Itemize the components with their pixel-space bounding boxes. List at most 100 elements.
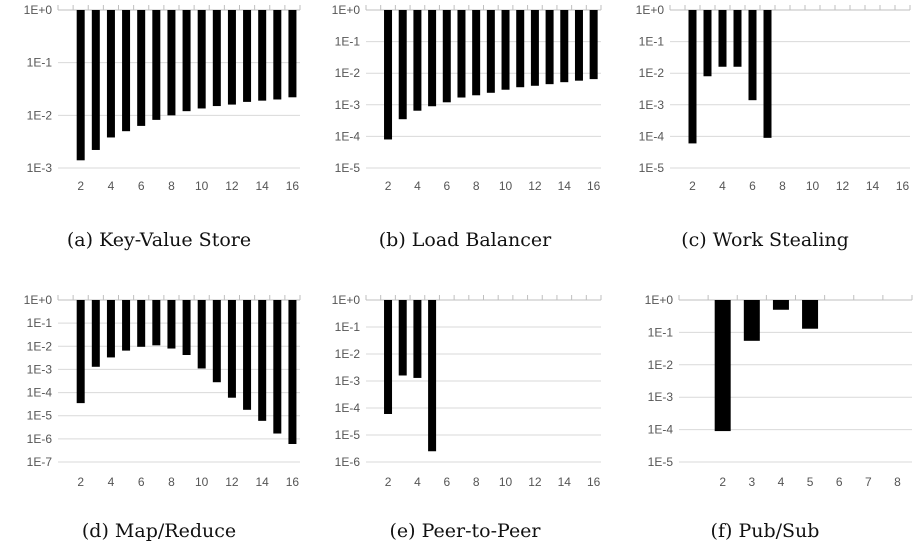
y-tick-label: 1E-1 xyxy=(27,316,53,330)
y-tick-label: 1E+0 xyxy=(645,293,674,307)
bar xyxy=(560,10,569,83)
x-tick-label: 10 xyxy=(806,179,820,193)
bar xyxy=(428,300,437,452)
bar xyxy=(122,300,131,351)
x-tick-label: 14 xyxy=(256,475,270,489)
x-tick-label: 6 xyxy=(749,179,756,193)
bar xyxy=(167,300,176,349)
chart-load-balancer: 1E+0 1E-1 1E-2 1E-3 1E-4 1E-5 2 4 6 8 10 12 14 16 xyxy=(332,3,602,193)
y-tick-label: 1E-1 xyxy=(335,320,361,334)
x-tick-label: 10 xyxy=(195,475,209,489)
x-tick-label: 8 xyxy=(168,179,175,193)
bar xyxy=(748,10,757,101)
y-tick-label: 1E-1 xyxy=(648,325,674,339)
x-tick-label: 2 xyxy=(77,475,84,489)
x-tick-label: 4 xyxy=(414,475,421,489)
x-tick-label: 6 xyxy=(443,475,450,489)
bar xyxy=(182,10,191,112)
x-tick-label: 4 xyxy=(108,179,115,193)
bar xyxy=(243,10,252,102)
bar xyxy=(91,10,100,150)
bar xyxy=(743,300,760,341)
x-tick-label: 12 xyxy=(225,179,239,193)
chart-peer-to-peer: 1E+0 1E-1 1E-2 1E-3 1E-4 1E-5 1E-6 2 4 6 8 10 12 14 16 xyxy=(332,293,602,489)
x-tick-label: 4 xyxy=(778,475,785,489)
bar xyxy=(273,10,282,100)
x-tick-label: 4 xyxy=(414,179,421,193)
bar xyxy=(733,10,742,67)
bar xyxy=(516,10,525,88)
y-tick-label: 1E-4 xyxy=(648,423,674,437)
bar xyxy=(501,10,510,90)
x-tick-label: 14 xyxy=(256,179,270,193)
x-tick-label: 3 xyxy=(748,475,755,489)
y-tick-label: 1E-3 xyxy=(648,390,674,404)
caption-load-balancer: (b) Load Balancer xyxy=(378,229,552,251)
caption-work-stealing: (c) Work Stealing xyxy=(681,229,849,251)
chart-map-reduce: 1E+0 1E-1 1E-2 1E-3 1E-4 1E-5 1E-6 1E-7 2 4 6 8 10 12… xyxy=(24,293,301,489)
bar xyxy=(530,10,539,86)
x-tick-label: 6 xyxy=(138,475,145,489)
y-tick-label: 1E-6 xyxy=(27,432,53,446)
bar xyxy=(288,300,297,444)
chart-key-value-store: 1E+0 1E-1 1E-2 1E-3 2 4 6 8 10 12 14 16 xyxy=(24,3,301,193)
y-tick-label: 1E-2 xyxy=(335,66,361,80)
x-tick-label: 16 xyxy=(587,179,601,193)
x-tick-label: 6 xyxy=(443,179,450,193)
y-tick-label: 1E-1 xyxy=(27,56,53,70)
caption-map-reduce: (d) Map/Reduce xyxy=(81,520,237,542)
bar xyxy=(152,10,161,120)
y-tick-label: 1E-5 xyxy=(648,455,674,469)
x-tick-label: 12 xyxy=(225,475,239,489)
bar xyxy=(258,300,267,421)
bar xyxy=(545,10,554,85)
x-tick-label: 14 xyxy=(558,475,572,489)
x-tick-label: 2 xyxy=(385,475,392,489)
y-tick-label: 1E-4 xyxy=(335,401,361,415)
bar xyxy=(718,10,727,67)
x-tick-label: 16 xyxy=(587,475,601,489)
x-tick-label: 14 xyxy=(558,179,572,193)
y-tick-label: 1E-2 xyxy=(648,358,674,372)
y-tick-label: 1E-7 xyxy=(27,455,53,469)
x-tick-label: 6 xyxy=(836,475,843,489)
y-tick-label: 1E-4 xyxy=(27,386,53,400)
bar xyxy=(273,300,282,434)
bar xyxy=(413,300,422,378)
bar xyxy=(197,300,206,369)
y-tick-label: 1E-1 xyxy=(639,35,665,49)
bar xyxy=(486,10,495,93)
x-tick-label: 2 xyxy=(385,179,392,193)
x-tick-label: 4 xyxy=(108,475,115,489)
chart-work-stealing: 1E+0 1E-1 1E-2 1E-3 1E-4 1E-5 2 4 6 8 10 12 14 16 xyxy=(636,3,911,193)
x-tick-label: 8 xyxy=(894,475,901,489)
y-tick-label: 1E-4 xyxy=(335,129,361,143)
x-tick-label: 6 xyxy=(138,179,145,193)
y-tick-label: 1E-3 xyxy=(27,161,53,175)
x-tick-label: 12 xyxy=(528,475,542,489)
bar xyxy=(243,300,252,410)
bar xyxy=(714,300,731,432)
y-tick-label: 1E+0 xyxy=(24,3,53,17)
bar xyxy=(152,300,161,346)
x-tick-label: 5 xyxy=(807,475,814,489)
y-tick-label: 1E-5 xyxy=(335,161,361,175)
bar xyxy=(398,300,407,376)
x-tick-label: 8 xyxy=(473,179,480,193)
y-tick-label: 1E-2 xyxy=(639,66,665,80)
y-tick-label: 1E-2 xyxy=(27,108,53,122)
bar xyxy=(106,300,115,358)
bar xyxy=(457,10,466,98)
bar xyxy=(91,300,100,367)
bar xyxy=(76,300,85,404)
caption-peer-to-peer: (e) Peer-to-Peer xyxy=(389,520,541,542)
bar xyxy=(384,10,393,140)
bar xyxy=(227,10,236,105)
bar xyxy=(442,10,451,103)
y-tick-label: 1E-5 xyxy=(335,428,361,442)
bar xyxy=(472,10,481,96)
bar xyxy=(772,300,789,310)
y-tick-label: 1E-2 xyxy=(335,347,361,361)
x-tick-label: 4 xyxy=(719,179,726,193)
y-tick-label: 1E+0 xyxy=(24,293,53,307)
